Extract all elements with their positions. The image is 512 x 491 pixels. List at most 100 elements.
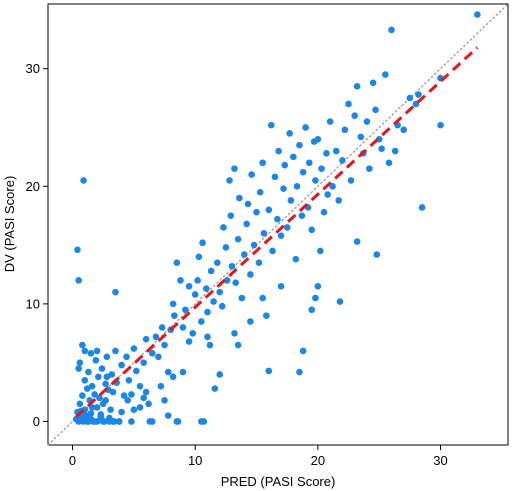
data-point [236, 194, 243, 202]
data-point [238, 294, 246, 302]
x-tick-label: 0 [69, 453, 76, 468]
x-axis-title: PRED (PASI Score) [221, 474, 336, 489]
x-tick-label: 10 [188, 453, 202, 468]
data-point [227, 212, 235, 219]
data-point [247, 318, 254, 325]
data-point [324, 191, 331, 198]
data-point [329, 182, 336, 190]
data-point [267, 121, 275, 129]
data-point [308, 306, 316, 314]
x-tick-label: 30 [433, 453, 447, 468]
y-axis-title: DV (PASI Score) [2, 176, 17, 273]
data-point [228, 262, 236, 270]
identity-line-layer [47, 3, 509, 446]
y-axis: 0 10 20 30 [26, 61, 48, 429]
data-point [74, 246, 81, 254]
data-point [80, 177, 87, 184]
data-point [204, 308, 211, 316]
data-point [318, 165, 325, 172]
data-point [232, 279, 239, 287]
data-point [302, 124, 309, 131]
trend-line [75, 46, 479, 418]
data-point [124, 397, 132, 404]
data-point [281, 161, 289, 169]
data-point [265, 206, 273, 214]
data-point [218, 302, 226, 310]
data-point [341, 126, 349, 134]
data-point [382, 71, 389, 78]
data-point [106, 414, 113, 422]
data-point [260, 230, 268, 237]
data-point [123, 353, 130, 361]
data-point [363, 118, 371, 125]
data-point [96, 394, 103, 402]
data-point [274, 215, 281, 223]
points-layer [72, 11, 481, 425]
data-point [88, 382, 96, 390]
data-point [210, 298, 217, 305]
data-point [234, 235, 242, 243]
data-point [259, 159, 266, 167]
data-point [161, 397, 168, 404]
data-point [296, 368, 303, 376]
data-point [226, 177, 233, 184]
data-point [191, 291, 199, 298]
data-point [223, 277, 231, 284]
data-point [130, 345, 138, 352]
data-point [108, 371, 116, 378]
data-point [185, 338, 193, 345]
data-point [259, 294, 266, 302]
data-point [99, 418, 107, 425]
data-point [115, 418, 123, 425]
y-tick-label: 30 [26, 61, 40, 76]
data-point [204, 333, 211, 341]
data-point [148, 349, 156, 357]
data-point [339, 157, 346, 164]
plot-frame [47, 3, 509, 446]
data-point [385, 159, 393, 167]
data-point [231, 165, 238, 172]
data-point [202, 285, 210, 292]
data-point [234, 341, 242, 349]
data-point [133, 367, 140, 375]
data-point [103, 373, 111, 381]
data-point [76, 400, 84, 408]
data-point [164, 412, 172, 419]
data-point [152, 333, 160, 341]
data-point [79, 341, 86, 349]
data-point [292, 255, 300, 263]
data-point [81, 377, 89, 384]
data-point [305, 159, 313, 167]
data-point [216, 371, 224, 378]
data-point [231, 329, 238, 337]
data-point [136, 404, 144, 411]
data-point [142, 388, 150, 396]
data-point [118, 408, 125, 416]
data-point [244, 200, 252, 208]
data-point [85, 368, 92, 376]
data-point [388, 26, 395, 34]
data-point [418, 204, 426, 211]
data-point [83, 385, 91, 392]
data-point [158, 324, 166, 331]
data-point [312, 177, 319, 184]
data-point [120, 392, 128, 399]
data-point [179, 324, 187, 331]
data-point [128, 418, 135, 425]
data-point [195, 253, 203, 261]
data-point [109, 388, 117, 396]
data-point [299, 168, 307, 176]
data-point [391, 147, 399, 155]
data-point [250, 241, 258, 249]
data-point [102, 380, 109, 388]
data-point [353, 238, 361, 245]
data-point [277, 232, 285, 239]
data-point [437, 121, 444, 129]
data-point [213, 259, 221, 267]
data-point [312, 294, 319, 302]
data-point [102, 397, 109, 404]
data-point [198, 418, 205, 425]
data-point [256, 188, 264, 196]
data-point [298, 212, 306, 219]
